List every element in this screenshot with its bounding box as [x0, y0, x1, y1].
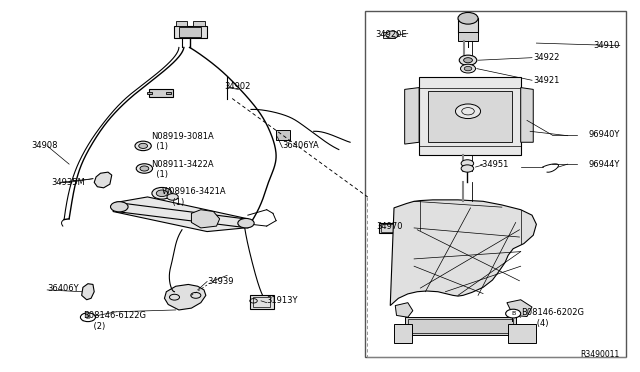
- Circle shape: [461, 165, 474, 172]
- Circle shape: [140, 166, 148, 171]
- Circle shape: [136, 164, 152, 173]
- Text: R3490011: R3490011: [580, 350, 620, 359]
- Text: 34920E: 34920E: [375, 30, 407, 39]
- Bar: [250, 295, 273, 309]
- Text: 34908: 34908: [31, 141, 58, 150]
- Text: -34951: -34951: [480, 160, 509, 169]
- Polygon shape: [113, 197, 248, 231]
- Polygon shape: [521, 87, 533, 142]
- Circle shape: [461, 160, 474, 167]
- Bar: [381, 224, 396, 232]
- Polygon shape: [419, 77, 521, 155]
- Bar: [428, 91, 512, 142]
- Circle shape: [81, 313, 95, 322]
- Text: B: B: [86, 315, 90, 320]
- Text: 36406YA: 36406YA: [282, 141, 319, 150]
- Text: B08146-6202G
      (4): B08146-6202G (4): [521, 308, 584, 328]
- Circle shape: [460, 55, 477, 65]
- Text: N08911-3422A
  (1): N08911-3422A (1): [150, 160, 213, 179]
- Bar: [508, 324, 536, 343]
- Circle shape: [506, 309, 521, 318]
- Text: 34922: 34922: [533, 53, 559, 62]
- Bar: [383, 32, 396, 38]
- Circle shape: [152, 187, 172, 199]
- Polygon shape: [82, 284, 94, 300]
- Text: 34910: 34910: [593, 41, 620, 50]
- Bar: [166, 92, 172, 94]
- Polygon shape: [507, 300, 532, 317]
- Text: 34939: 34939: [207, 277, 234, 286]
- Circle shape: [111, 202, 128, 212]
- Bar: [276, 130, 290, 140]
- Circle shape: [386, 31, 398, 38]
- Bar: [179, 28, 202, 36]
- Circle shape: [238, 218, 254, 228]
- Bar: [394, 324, 412, 343]
- Circle shape: [135, 141, 151, 151]
- Text: N08919-3081A
  (1): N08919-3081A (1): [150, 132, 213, 151]
- Polygon shape: [396, 303, 413, 317]
- Text: W08916-3421A
    (1): W08916-3421A (1): [162, 187, 227, 206]
- Text: 34935M: 34935M: [52, 178, 85, 187]
- Polygon shape: [94, 172, 112, 188]
- Text: 34921: 34921: [533, 76, 559, 85]
- Bar: [379, 223, 398, 233]
- Circle shape: [458, 13, 478, 24]
- Circle shape: [456, 104, 481, 119]
- Circle shape: [139, 143, 148, 148]
- Text: 36406Y: 36406Y: [47, 283, 79, 292]
- Bar: [458, 32, 478, 41]
- Text: 96940Y: 96940Y: [588, 131, 620, 140]
- Bar: [175, 26, 207, 38]
- Circle shape: [464, 67, 472, 71]
- Polygon shape: [458, 18, 478, 33]
- Text: 34970: 34970: [376, 222, 403, 231]
- Text: 31913Y: 31913Y: [267, 296, 298, 305]
- Bar: [176, 21, 187, 26]
- Bar: [253, 297, 271, 307]
- Circle shape: [156, 190, 168, 196]
- Bar: [149, 89, 173, 97]
- Polygon shape: [390, 200, 536, 305]
- Circle shape: [167, 194, 179, 200]
- Bar: [193, 21, 205, 26]
- Polygon shape: [164, 285, 206, 310]
- Polygon shape: [404, 87, 419, 144]
- Circle shape: [463, 58, 472, 63]
- Bar: [365, 11, 626, 357]
- Text: 34902: 34902: [225, 81, 251, 91]
- Text: B: B: [511, 311, 515, 316]
- Circle shape: [461, 64, 476, 73]
- Polygon shape: [191, 210, 220, 228]
- Bar: [147, 92, 152, 94]
- Bar: [404, 317, 516, 335]
- Text: 96944Y: 96944Y: [588, 160, 620, 169]
- Text: B08146-6122G
    (2): B08146-6122G (2): [83, 311, 146, 331]
- Bar: [408, 319, 513, 333]
